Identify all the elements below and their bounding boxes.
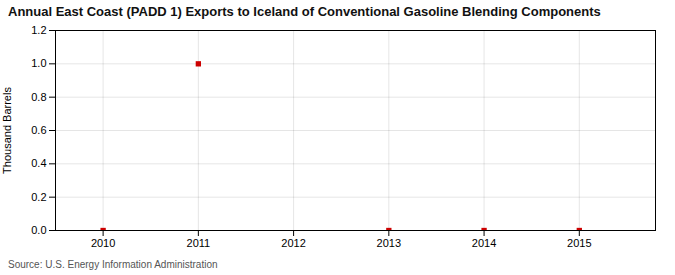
svg-text:2013: 2013 [377, 237, 401, 249]
svg-text:2011: 2011 [187, 237, 211, 249]
svg-text:1.2: 1.2 [31, 24, 46, 36]
html-text:Annual East Coast (PADD 1) Exp: Annual East Coast (PADD 1) Exports to Ic… [8, 4, 601, 19]
svg-text:0.8: 0.8 [31, 91, 46, 103]
svg-text:2012: 2012 [281, 237, 305, 249]
svg-text:1.0: 1.0 [31, 57, 46, 69]
html-text:Source: U.S. Energy Informatio: Source: U.S. Energy Information Administ… [8, 259, 218, 270]
svg-text:0.2: 0.2 [31, 191, 46, 203]
svg-text:0.0: 0.0 [31, 224, 46, 236]
svg-text:2015: 2015 [567, 237, 591, 249]
svg-text:2014: 2014 [472, 237, 496, 249]
svg-text:Thousand Barrels: Thousand Barrels [1, 87, 13, 174]
svg-text:2010: 2010 [91, 237, 115, 249]
svg-text:0.4: 0.4 [31, 157, 46, 169]
svg-text:0.6: 0.6 [31, 124, 46, 136]
